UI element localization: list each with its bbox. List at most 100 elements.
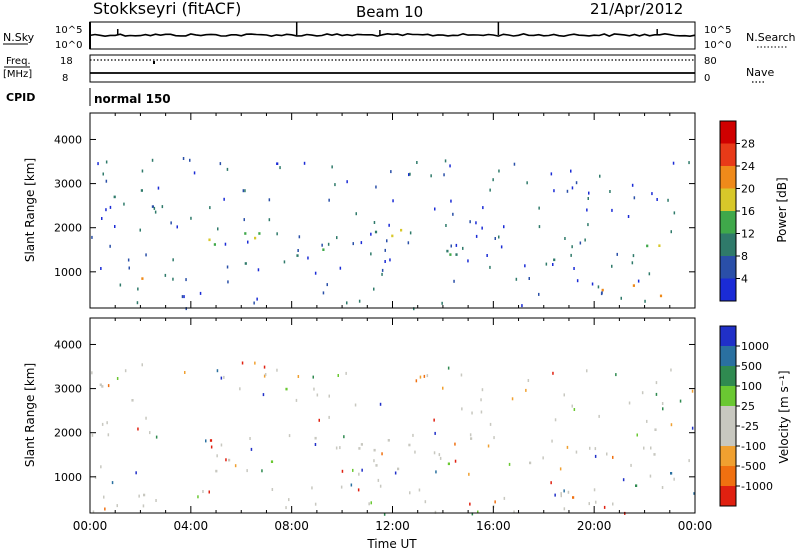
scatter-point <box>374 230 378 234</box>
scatter-point <box>312 375 314 379</box>
scatter-point <box>438 453 441 457</box>
scatter-point <box>508 462 511 466</box>
scatter-point <box>489 422 492 426</box>
scatter-point <box>357 488 360 492</box>
scatter-point <box>103 495 105 499</box>
scatter-point <box>598 414 600 418</box>
scatter-point <box>443 173 445 177</box>
scatter-point <box>661 486 664 489</box>
scatter-point <box>116 377 119 380</box>
scatter-point <box>426 374 429 378</box>
scatter-point <box>228 458 231 462</box>
scatter-point <box>384 260 386 263</box>
scatter-point <box>223 197 225 201</box>
colorbar-tick-label: 24 <box>741 160 755 173</box>
scatter-point <box>375 185 377 189</box>
scatter-point <box>616 252 618 256</box>
scatter-point <box>487 444 490 448</box>
scatter-point <box>271 488 274 491</box>
scatter-point <box>480 398 482 402</box>
scatter-point <box>584 238 586 242</box>
scatter-point <box>314 436 317 440</box>
scatter-point <box>564 237 566 240</box>
scatter-point <box>242 189 245 193</box>
x-tick-label: 08:00 <box>274 519 309 533</box>
scatter-point <box>646 419 648 423</box>
scatter-point <box>303 161 306 165</box>
freq-unit: [MHz] <box>3 69 32 80</box>
station-title: Stokkseyri (fitACF) <box>93 0 241 18</box>
colorbar-swatch <box>720 406 736 427</box>
scatter-point <box>670 472 673 475</box>
scatter-point <box>184 371 186 374</box>
colorbar-swatch <box>720 166 736 189</box>
scatter-point <box>322 291 325 295</box>
scatter-point <box>409 172 411 176</box>
scatter-point <box>185 278 187 282</box>
scatter-point <box>381 268 384 272</box>
scatter-point <box>341 469 344 473</box>
scatter-point <box>442 386 444 390</box>
scatter-point <box>377 478 380 482</box>
scatter-point <box>244 189 246 193</box>
scatter-point <box>172 277 174 281</box>
scatter-point <box>494 500 496 504</box>
scatter-point <box>361 468 363 472</box>
velocity-ylabel: Slant Range [km] <box>23 363 37 467</box>
scatter-point <box>469 433 472 437</box>
colorbar-swatch <box>720 211 736 234</box>
scatter-point <box>439 456 442 460</box>
scatter-point <box>526 181 528 185</box>
scatter-point <box>571 245 573 249</box>
scatter-point <box>449 253 452 256</box>
scatter-point <box>247 240 249 244</box>
colorbar-tick-label: -100 <box>741 440 766 453</box>
scatter-point <box>632 284 635 287</box>
scatter-point <box>423 374 426 378</box>
scatter-point <box>627 215 630 218</box>
scatter-point <box>322 248 325 251</box>
scatter-point <box>97 162 99 166</box>
scatter-point <box>216 369 219 373</box>
x-tick-label: 00:00 <box>678 519 713 533</box>
scatter-point <box>575 181 578 185</box>
scatter-point <box>662 407 664 411</box>
colorbar-tick-label: 4 <box>741 273 748 286</box>
scatter-point <box>101 385 104 388</box>
velocity-frame <box>89 317 696 514</box>
scatter-point <box>538 225 541 229</box>
scatter-point <box>688 459 690 463</box>
scatter-point <box>554 418 557 422</box>
scatter-point <box>454 459 457 463</box>
scatter-point <box>462 246 464 250</box>
scatter-point <box>383 512 386 516</box>
scatter-point <box>444 159 447 163</box>
scatter-point <box>219 162 222 166</box>
scatter-point <box>631 261 634 265</box>
scatter-point <box>256 297 258 301</box>
scatter-point <box>157 186 160 190</box>
scatter-point <box>611 264 613 268</box>
scatter-point <box>199 291 202 295</box>
scatter-point <box>263 374 266 378</box>
scatter-point <box>116 504 118 508</box>
scatter-point <box>358 447 361 450</box>
scatter-point <box>154 210 157 214</box>
scatter-point <box>316 393 319 397</box>
scatter-point <box>566 445 569 449</box>
scatter-point <box>480 410 483 414</box>
scatter-point <box>295 398 298 402</box>
scatter-point <box>379 402 382 406</box>
scatter-point <box>336 236 338 240</box>
date-title: 21/Apr/2012 <box>590 0 683 18</box>
scatter-point <box>597 285 600 289</box>
nsearch-tick-bottom: 10^0 <box>704 40 731 51</box>
scatter-point <box>477 510 479 514</box>
colorbar-tick-label: 20 <box>741 183 755 196</box>
scatter-point <box>661 402 664 405</box>
scatter-point <box>92 510 95 514</box>
scatter-point <box>524 264 526 268</box>
y-tick-label: 3000 <box>54 383 82 396</box>
scatter-point <box>261 469 263 473</box>
scatter-point <box>424 500 427 504</box>
